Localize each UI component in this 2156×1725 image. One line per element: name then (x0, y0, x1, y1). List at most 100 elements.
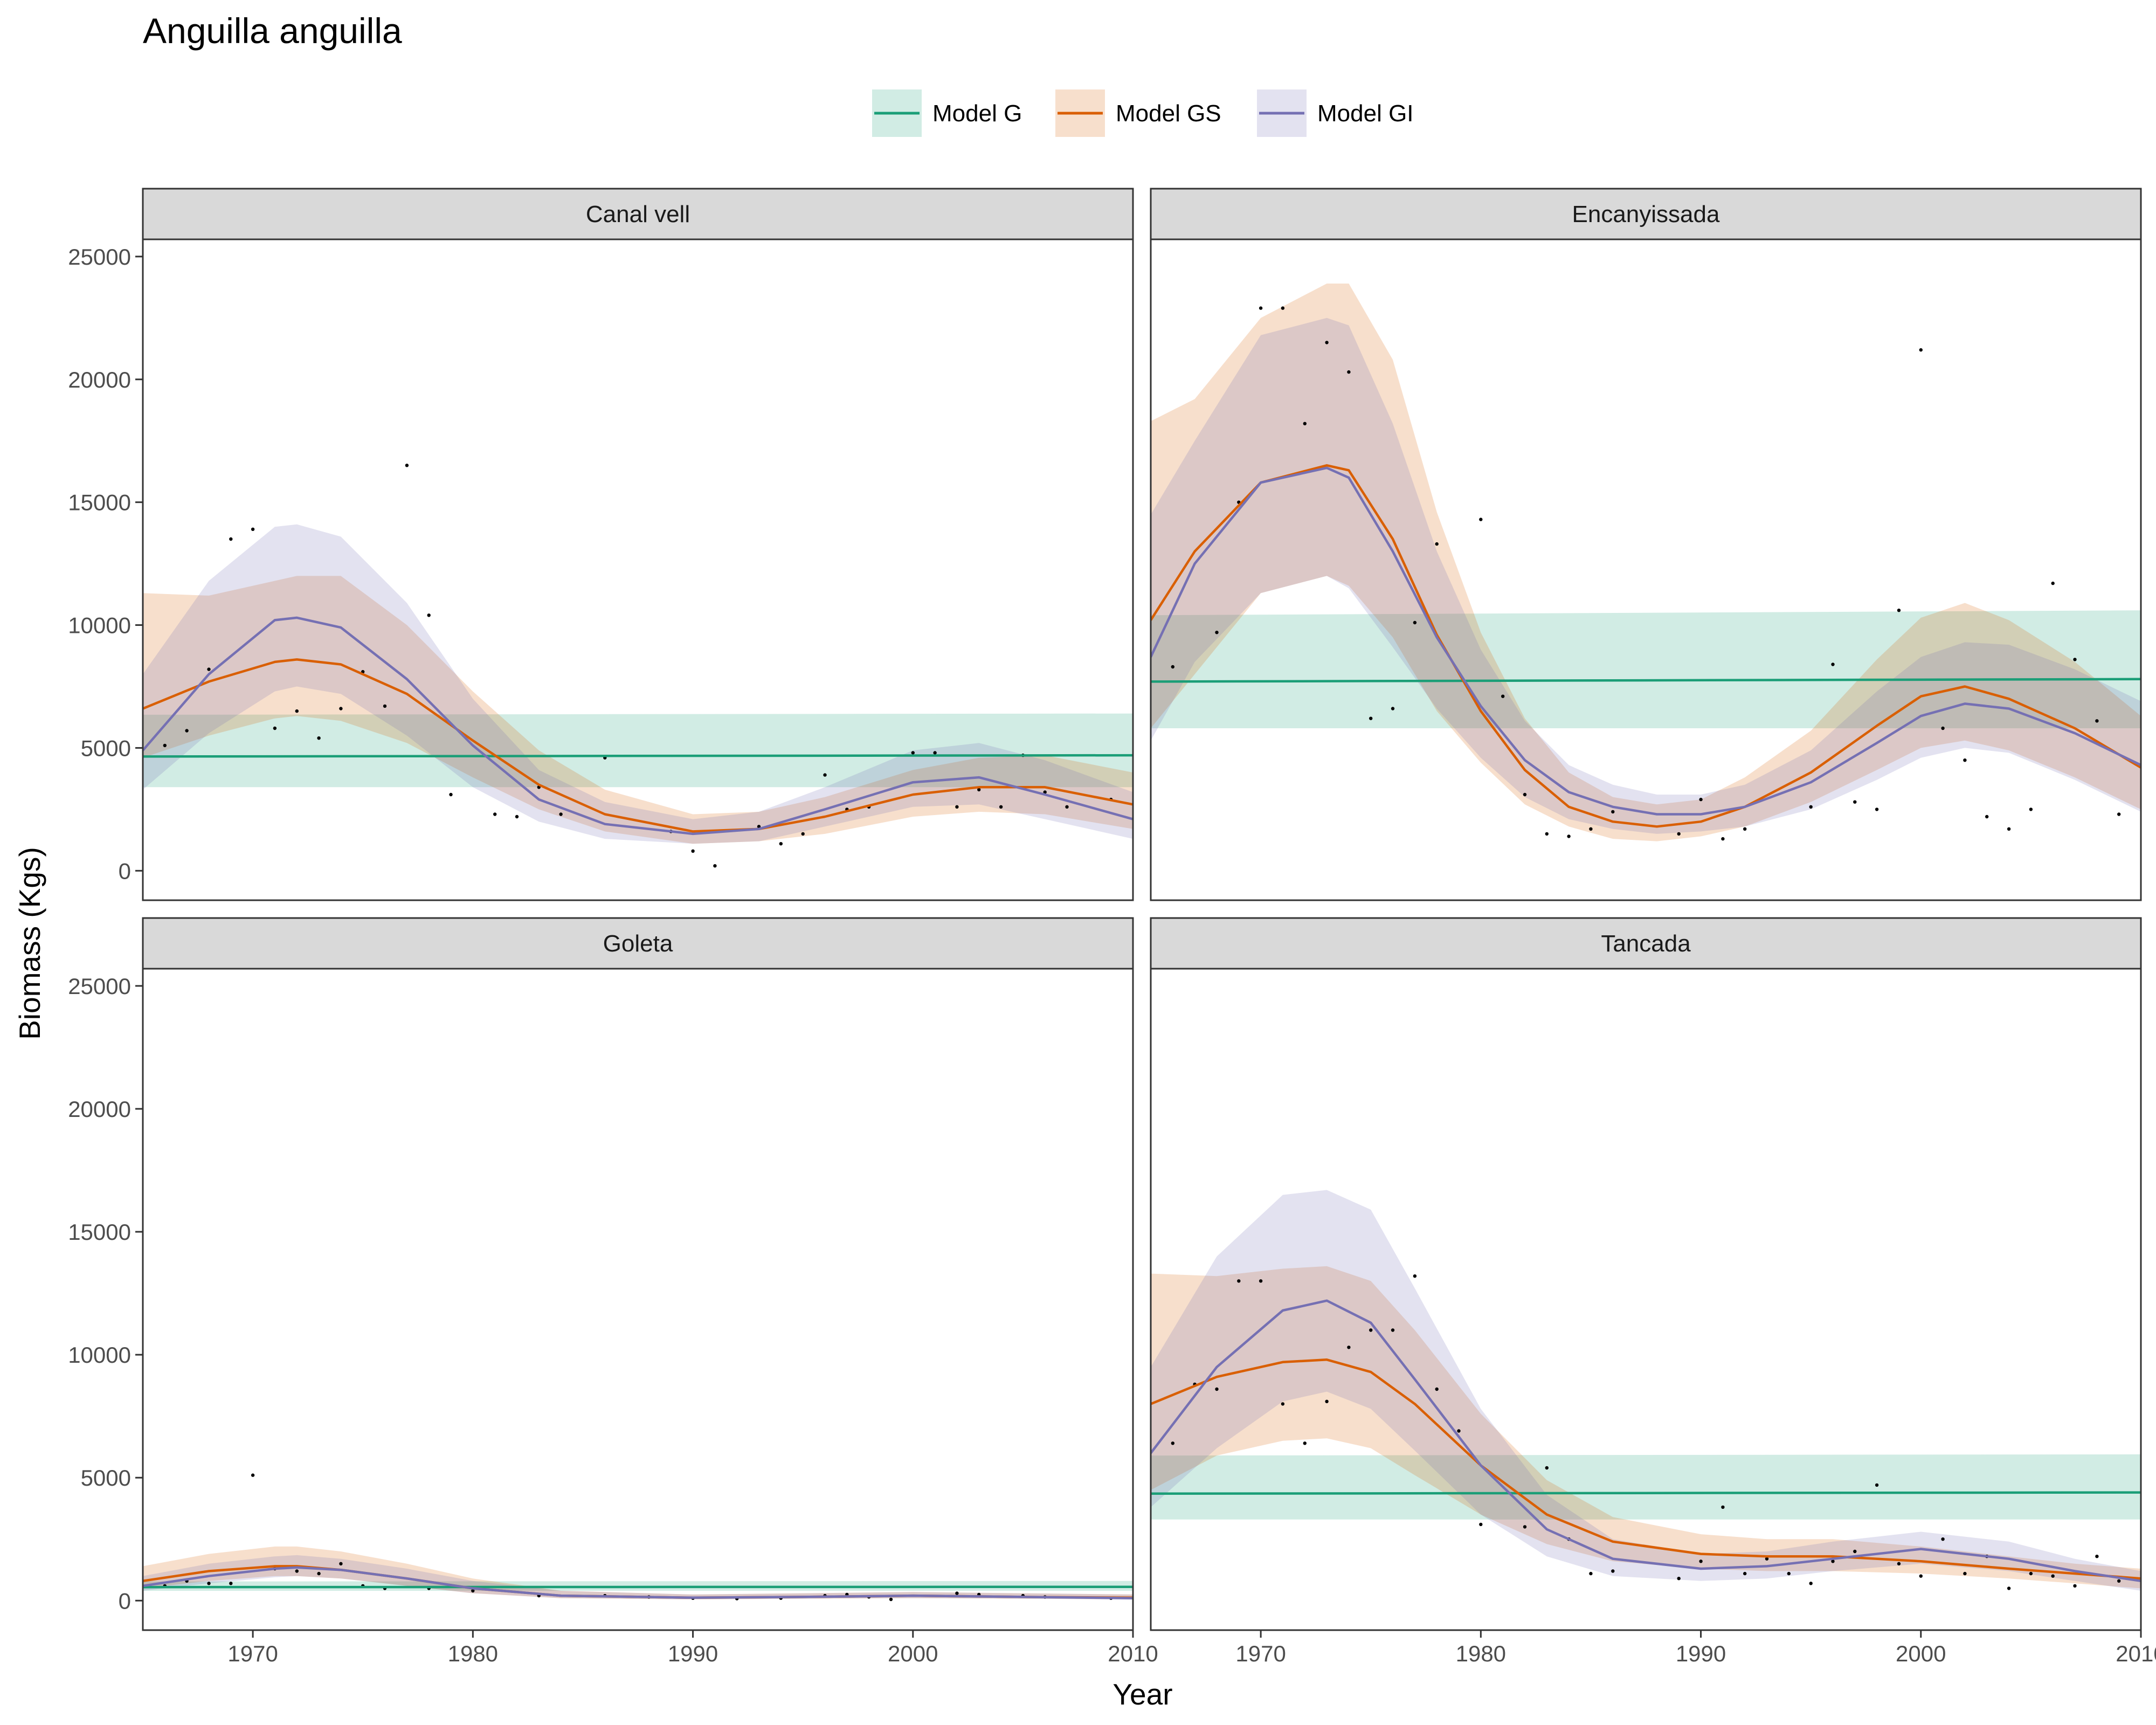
data-point (1589, 827, 1593, 831)
data-point (2007, 827, 2011, 831)
data-point (1479, 1522, 1483, 1527)
data-point (1919, 1574, 1923, 1578)
data-point (1523, 792, 1527, 797)
legend-item-gi: Model GI (1257, 89, 1414, 137)
data-point (1589, 1571, 1593, 1576)
y-tick-label: 0 (119, 858, 131, 884)
data-point (1677, 832, 1681, 836)
data-point (229, 1582, 233, 1585)
strip-label-goleta: Goleta (603, 930, 673, 957)
points-tancada (1171, 1274, 2121, 1590)
data-point (691, 849, 695, 853)
data-point (251, 527, 255, 531)
data-point (207, 667, 211, 671)
plot-area-encanyissada (1151, 284, 2141, 841)
x-tick-label: 2010 (2116, 1641, 2156, 1666)
data-point (2051, 581, 2055, 585)
data-point (515, 815, 519, 819)
plot-area-goleta (143, 1473, 1133, 1602)
data-point (1065, 805, 1069, 809)
data-point (1347, 1346, 1351, 1349)
data-point (2117, 1579, 2121, 1583)
x-tick-label: 2010 (1108, 1641, 1158, 1666)
data-point (1941, 1537, 1945, 1541)
x-tick-label: 2000 (888, 1641, 938, 1666)
line-g-canal-vell (143, 754, 1133, 758)
line-gs-encanyissada (1151, 464, 2141, 828)
data-point (317, 1571, 321, 1576)
data-point (1259, 306, 1263, 310)
plot-area-canal-vell (143, 464, 1133, 868)
ribbon-g-encanyissada (1151, 610, 2141, 728)
x-tick-label: 1970 (1235, 1641, 1286, 1666)
data-point (911, 751, 915, 755)
data-point (1677, 1577, 1681, 1581)
data-point (1171, 1441, 1174, 1445)
data-point (1171, 665, 1174, 669)
data-point (1479, 518, 1483, 521)
data-point (2007, 1586, 2011, 1590)
strip-label-tancada: Tancada (1601, 930, 1691, 957)
data-point (1325, 341, 1329, 344)
data-point (1897, 609, 1901, 612)
data-point (1721, 837, 1725, 841)
data-point (317, 736, 321, 740)
data-point (1875, 808, 1879, 811)
ribbon-gi-goleta (143, 1555, 1133, 1600)
line-gs-canal-vell (143, 658, 1133, 833)
data-point (1765, 1557, 1769, 1561)
legend-label-gi: Model GI (1317, 100, 1414, 127)
data-point (1545, 832, 1549, 836)
data-point (1809, 805, 1813, 809)
x-tick-label: 1970 (227, 1641, 278, 1666)
line-g-tancada (1151, 1491, 2141, 1495)
line-g-goleta (143, 1585, 1133, 1589)
data-point (2073, 1584, 2077, 1588)
data-point (295, 1569, 299, 1573)
data-point (1237, 1279, 1241, 1283)
data-point (977, 788, 981, 792)
data-point (1413, 1274, 1417, 1278)
data-point (1259, 1279, 1263, 1283)
data-point (1215, 631, 1219, 634)
ribbon-gi-encanyissada (1151, 318, 2141, 834)
data-point (1567, 834, 1571, 838)
line-gi-encanyissada (1151, 466, 2141, 816)
data-point (1853, 800, 1857, 804)
data-point (339, 707, 343, 710)
data-point (2029, 808, 2033, 811)
data-point (1303, 1441, 1307, 1445)
data-point (1215, 1387, 1219, 1391)
panel-border-canal-vell (142, 238, 1134, 901)
panel-border-tancada (1150, 968, 2142, 1631)
data-point (1611, 810, 1615, 814)
x-tick-label: 2000 (1896, 1641, 1946, 1666)
data-point (2095, 719, 2099, 723)
y-tick-label: 20000 (68, 367, 131, 392)
data-point (2029, 1571, 2033, 1576)
panel-encanyissada: Encanyissada (1150, 188, 2142, 901)
y-tick-label: 25000 (68, 974, 131, 999)
panel-border-encanyissada (1150, 238, 2142, 901)
data-point (185, 729, 189, 733)
data-point (163, 743, 167, 748)
x-tick-label: 1980 (1456, 1641, 1506, 1666)
y-tick-label: 5000 (81, 735, 131, 761)
data-point (559, 812, 563, 816)
data-point (1369, 716, 1373, 720)
data-point (1611, 1569, 1615, 1573)
data-point (757, 825, 761, 829)
data-point (1743, 827, 1747, 831)
data-point (1743, 1571, 1747, 1576)
plot-area-tancada (1151, 1190, 2141, 1591)
ribbon-gs-canal-vell (143, 576, 1133, 844)
data-point (1043, 790, 1047, 794)
ribbon-gs-goleta (143, 1546, 1133, 1599)
data-point (1853, 1549, 1857, 1554)
ribbon-gi-canal-vell (143, 524, 1133, 844)
x-tick-label: 1990 (1676, 1641, 1726, 1666)
data-point (1721, 1505, 1725, 1509)
strip-encanyissada (1150, 188, 2142, 240)
data-point (427, 613, 431, 617)
strip-tancada (1150, 917, 2142, 970)
